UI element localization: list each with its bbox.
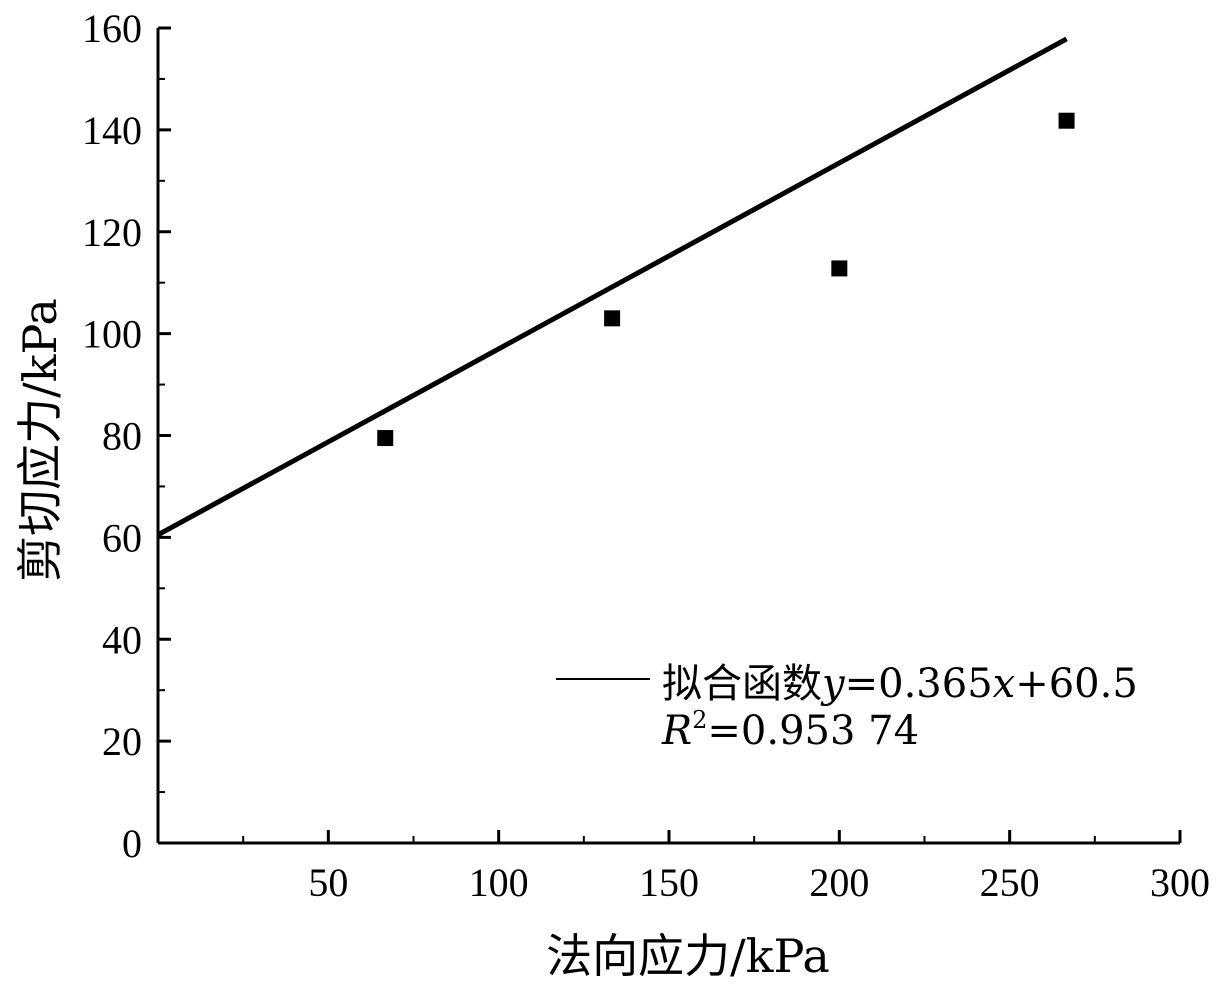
y-tick-label: 100 xyxy=(82,312,142,357)
legend-r-var: R xyxy=(661,708,692,754)
x-tick-label: 100 xyxy=(469,860,529,905)
legend-eq-mid: =0.365 xyxy=(845,661,993,707)
legend: 拟合函数y=0.365x+60.5 R2=0.953 74 xyxy=(556,661,1138,754)
x-axis-title: 法向应力/kPa xyxy=(546,929,830,983)
x-tick-label: 150 xyxy=(639,860,699,905)
x-tick-label: 250 xyxy=(980,860,1040,905)
y-tick-label: 160 xyxy=(82,6,142,51)
legend-eq-end: +60.5 xyxy=(1015,661,1138,707)
y-tick-label: 60 xyxy=(102,515,142,560)
x-tick-label: 50 xyxy=(308,860,348,905)
legend-fit-label: 拟合函数y=0.365x+60.5 xyxy=(662,661,1138,707)
fit-layer xyxy=(156,36,1068,538)
y-tick-label: 80 xyxy=(102,414,142,459)
y-tick-label: 20 xyxy=(102,719,142,764)
y-tick-label: 40 xyxy=(102,617,142,662)
data-point xyxy=(831,260,848,277)
y-axis-title: 剪切应力/kPa xyxy=(13,298,67,582)
data-point xyxy=(377,430,394,447)
y-tick-label: 140 xyxy=(82,108,142,153)
legend-y-var: y xyxy=(820,661,846,707)
legend-r2-label: R2=0.953 74 xyxy=(661,706,919,754)
y-tick-label: 0 xyxy=(122,821,142,866)
points-layer xyxy=(377,112,1075,447)
tick-labels: 50 100 150 200 250 300 0 20 40 60 80 100 120 140 160 xyxy=(82,6,1210,905)
x-tick-label: 300 xyxy=(1150,860,1210,905)
legend-r-value: =0.953 74 xyxy=(707,708,919,754)
fit-line xyxy=(156,36,1068,538)
data-point xyxy=(604,310,621,327)
legend-x-var: x xyxy=(993,661,1016,707)
legend-prefix: 拟合函数 xyxy=(662,661,822,707)
data-point xyxy=(1058,112,1075,129)
legend-r-sup: 2 xyxy=(692,706,707,734)
y-tick-label: 120 xyxy=(82,210,142,255)
ticks xyxy=(158,26,1182,845)
x-tick-label: 200 xyxy=(809,860,869,905)
